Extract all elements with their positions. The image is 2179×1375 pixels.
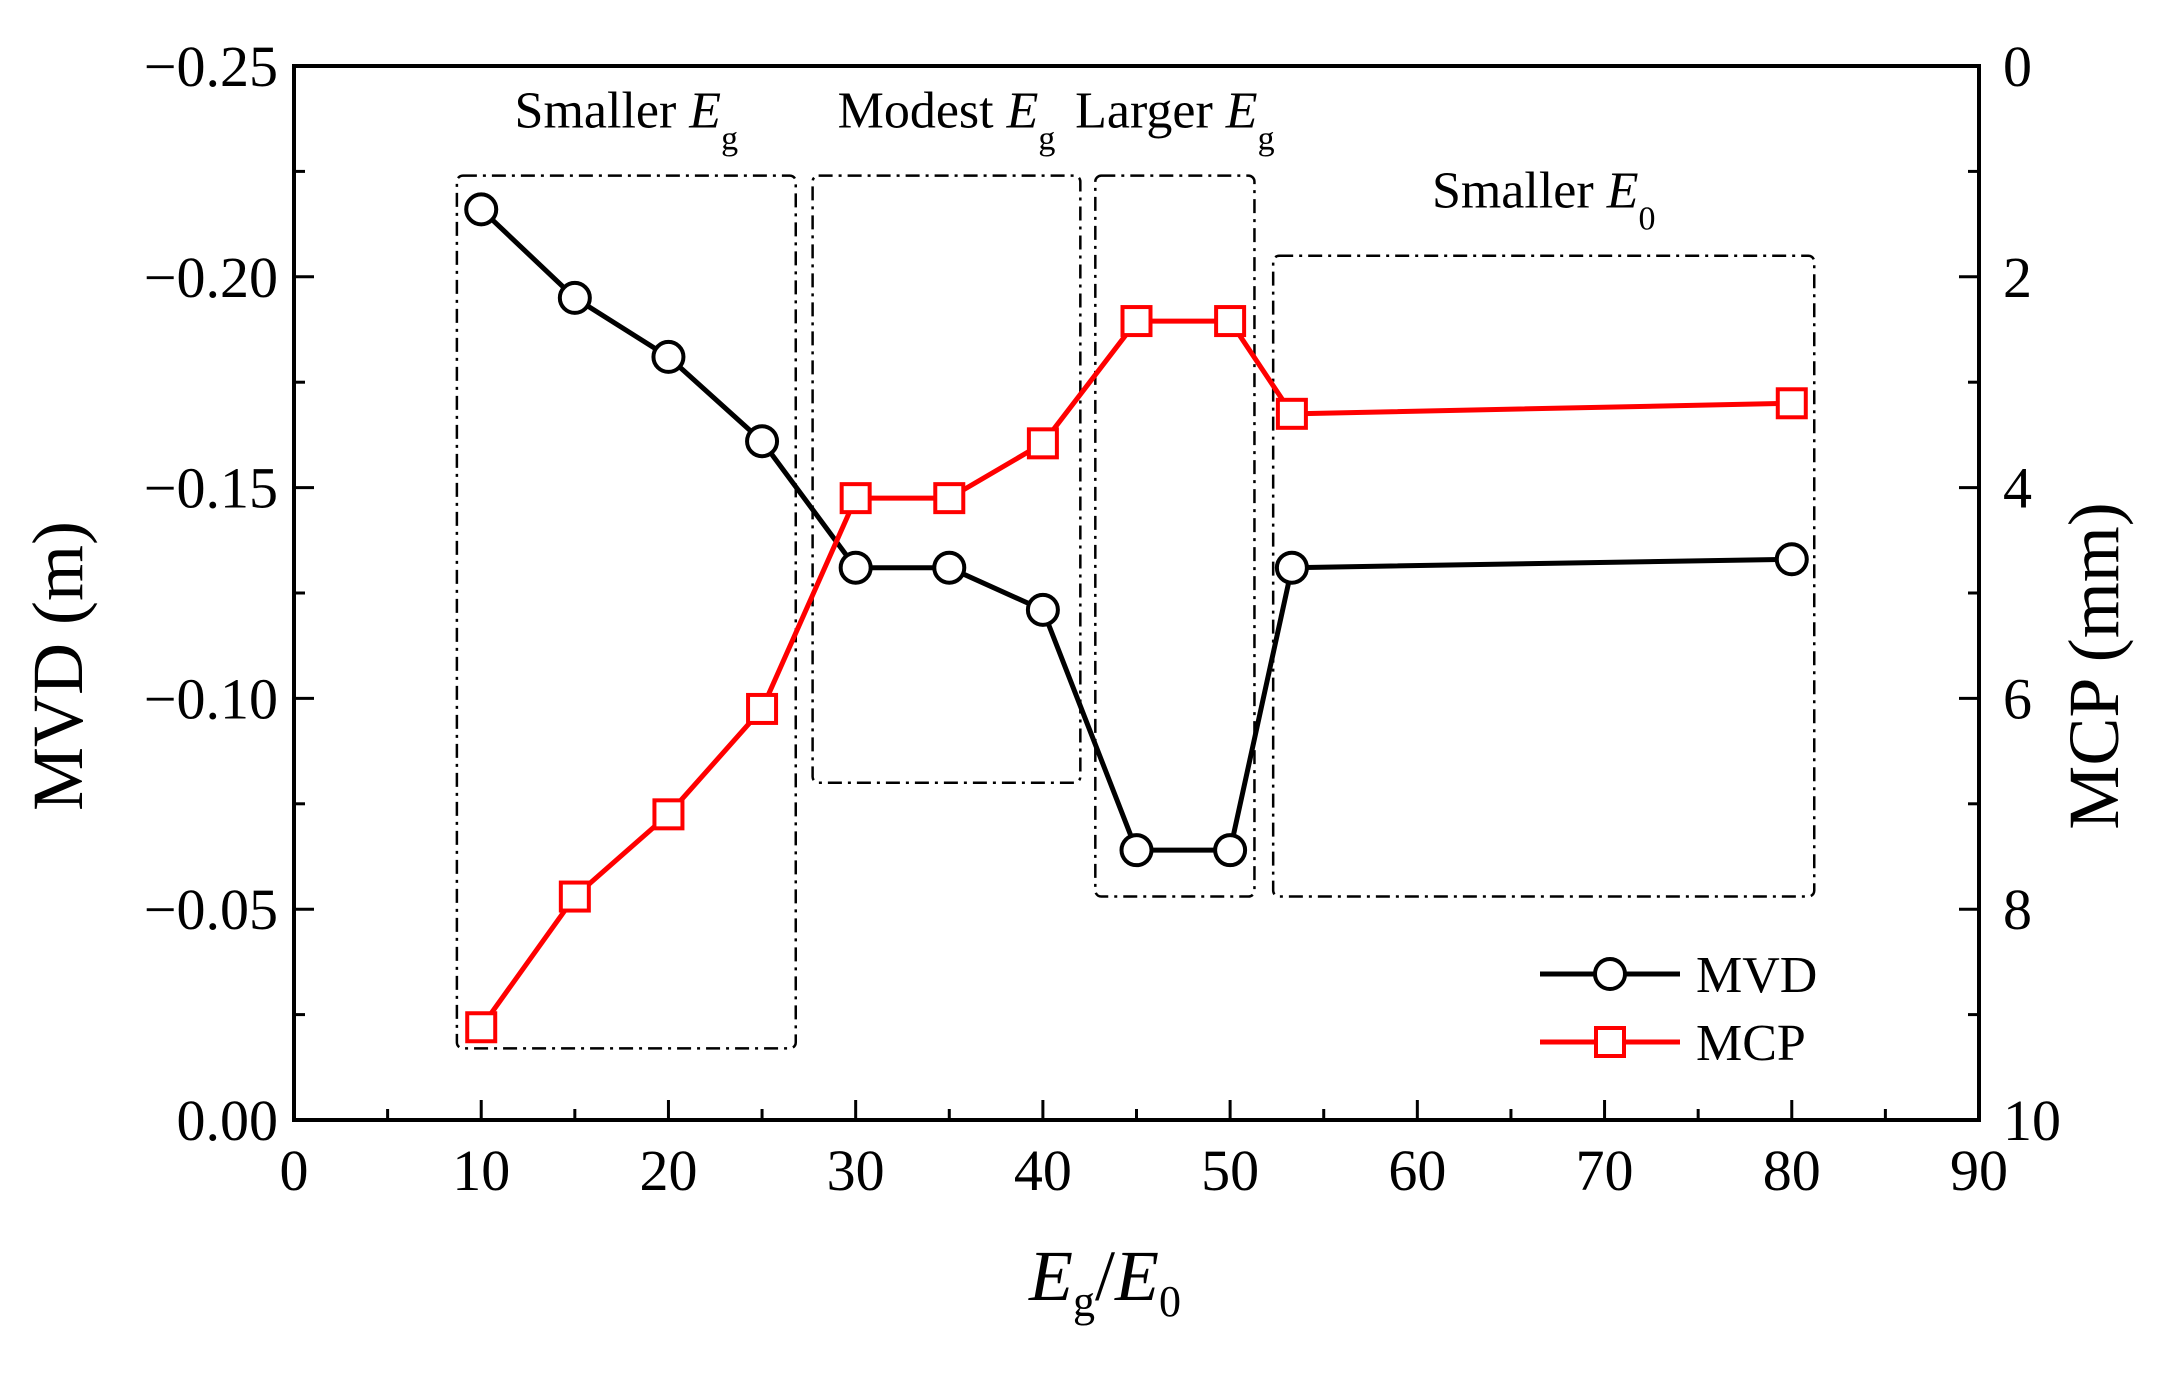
region-label-symbol: E (688, 83, 721, 140)
y-right-tick-label: 6 (2003, 666, 2032, 731)
x-tick-label: 10 (452, 1138, 510, 1203)
x-tick-label: 60 (1388, 1138, 1446, 1203)
region-label-subscript: g (1038, 121, 1055, 158)
x-tick-label: 20 (639, 1138, 697, 1203)
x-axis-title-sub: g (1073, 1277, 1095, 1326)
region-label-symbol: E (1606, 163, 1639, 220)
tick-labels: 0 10 20 30 40 50 60 70 80 900.00−0.05−0.10−0.15−0… (144, 34, 2061, 1203)
region-label-2: Modest Eg (838, 83, 1056, 158)
y-left-tick-label: −0.10 (144, 666, 278, 731)
marker-mvd (1119, 833, 1154, 868)
region-label-text: Larger (1075, 83, 1226, 140)
marker-mvd (1774, 542, 1809, 577)
marker-mcp (558, 880, 591, 913)
marker-mcp (1214, 305, 1247, 338)
marker-mvd (464, 192, 499, 227)
region-box-1 (455, 174, 798, 1050)
region-label-symbol: E (1225, 83, 1258, 140)
series-markers (464, 192, 1809, 1044)
x-tick-label: 0 (280, 1138, 309, 1203)
region-box-2 (811, 174, 1082, 784)
region-box-4 (1271, 254, 1816, 898)
marker-mcp (652, 798, 685, 831)
x-tick-label: 30 (827, 1138, 885, 1203)
region-label-1: Smaller Eg (515, 83, 739, 158)
y-left-tick-label: 0.00 (177, 1088, 279, 1153)
x-axis-title-sep: / (1095, 1236, 1115, 1316)
marker-mcp (1275, 397, 1308, 430)
region-label-subscript: g (1258, 121, 1275, 158)
legend-marker-mvd (1593, 957, 1627, 991)
region-label-text: Smaller (1432, 163, 1607, 220)
y-right-tick-label: 10 (2003, 1088, 2061, 1153)
marker-mcp (1026, 427, 1059, 460)
marker-mvd (651, 339, 686, 374)
region-box-3 (1094, 174, 1256, 898)
marker-mvd (932, 550, 967, 585)
region-label-subscript: 0 (1638, 201, 1655, 238)
x-tick-label: 50 (1201, 1138, 1259, 1203)
x-axis-title-sub2: 0 (1159, 1277, 1181, 1326)
marker-mvd (1025, 592, 1060, 627)
y-left-tick-label: −0.15 (144, 456, 278, 521)
marker-mcp (839, 482, 872, 515)
y-axis-right-title: MCP (mm) (2054, 502, 2134, 829)
marker-mcp (465, 1011, 498, 1044)
y-left-tick-label: −0.25 (144, 34, 278, 99)
x-tick-label: 70 (1576, 1138, 1634, 1203)
region-label-3: Larger Eg (1075, 83, 1274, 158)
region-label-subscript: g (721, 121, 738, 158)
marker-mcp (933, 482, 966, 515)
region-label-text: Modest (838, 83, 1007, 140)
y-right-tick-label: 4 (2003, 456, 2032, 521)
x-tick-label: 80 (1763, 1138, 1821, 1203)
y-right-tick-label: 0 (2003, 34, 2032, 99)
x-axis-title-main: E (1028, 1236, 1073, 1316)
axis-ticks (292, 64, 1981, 1122)
legend: MVD MCP (1540, 947, 1817, 1072)
marker-mvd (838, 550, 873, 585)
marker-mcp (1775, 387, 1808, 420)
y-left-tick-label: −0.05 (144, 877, 278, 942)
marker-mvd (1213, 833, 1248, 868)
x-tick-label: 40 (1014, 1138, 1072, 1203)
y-left-tick-label: −0.20 (144, 245, 278, 310)
y-right-tick-label: 8 (2003, 877, 2032, 942)
marker-mvd (557, 280, 592, 315)
x-axis-title-main2: E (1114, 1236, 1159, 1316)
legend-marker-mcp (1594, 1026, 1626, 1058)
marker-mcp (746, 692, 779, 725)
legend-label-mcp: MCP (1696, 1015, 1806, 1072)
x-axis-title: Eg/E0 (1028, 1236, 1181, 1326)
region-boxes (455, 174, 1816, 1050)
region-label-symbol: E (1006, 83, 1039, 140)
y-axis-left-title: MVD (m) (18, 521, 98, 811)
marker-mvd (745, 424, 780, 459)
legend-label-mvd: MVD (1696, 947, 1817, 1004)
marker-mcp (1120, 305, 1153, 338)
region-label-text: Smaller (515, 83, 690, 140)
marker-mvd (1274, 550, 1309, 585)
region-label-4: Smaller E0 (1432, 163, 1656, 238)
y-right-tick-label: 2 (2003, 245, 2032, 310)
series-line-mcp (479, 318, 1792, 1029)
x-tick-label: 90 (1950, 1138, 2008, 1203)
